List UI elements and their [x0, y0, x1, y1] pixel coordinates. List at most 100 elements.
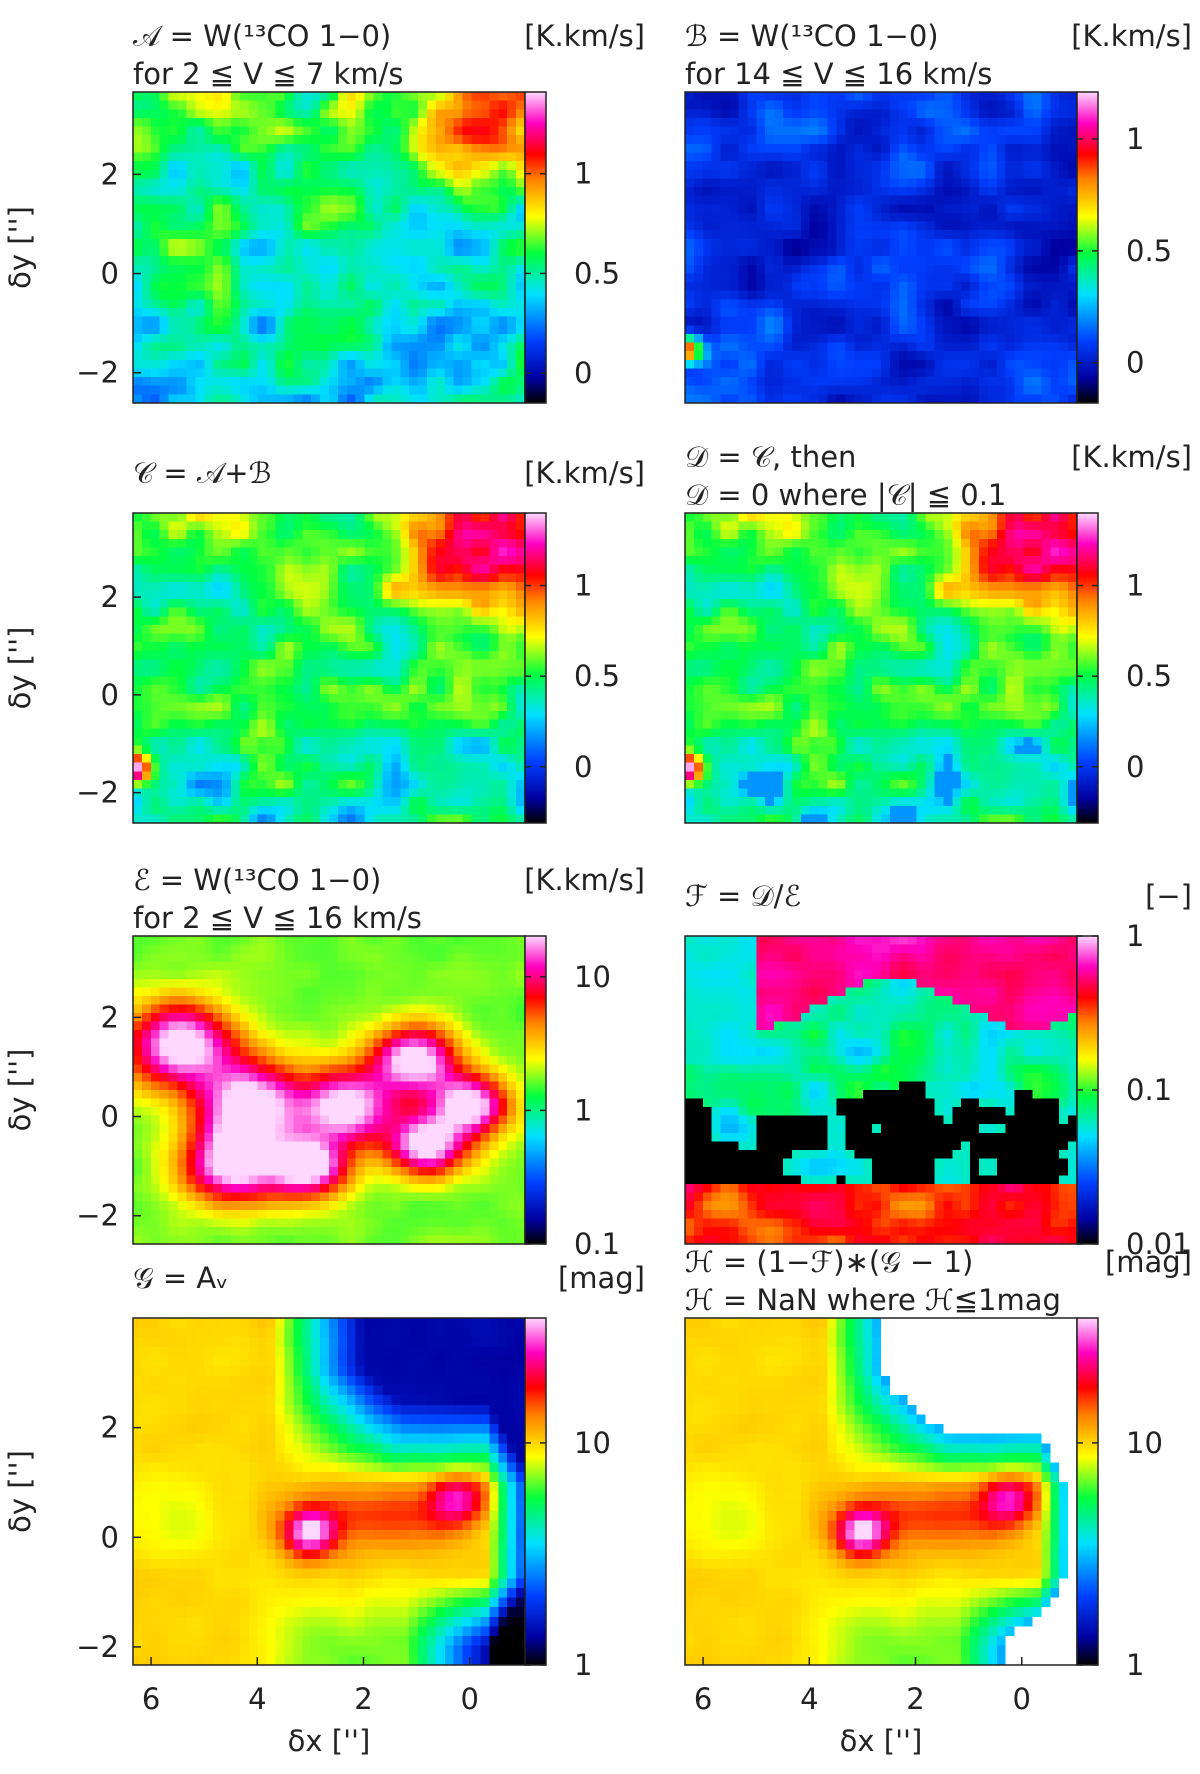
- heatmap-cell: [258, 771, 268, 780]
- heatmap-cell: [284, 565, 294, 574]
- heatmap-cell: [382, 591, 392, 600]
- heatmap-cell: [178, 737, 188, 746]
- heatmap-cell: [169, 161, 179, 170]
- heatmap-cell: [934, 187, 944, 196]
- heatmap-cell: [1006, 204, 1016, 213]
- heatmap-cell: [961, 317, 971, 326]
- heatmap-cell: [454, 771, 464, 780]
- heatmap-cell: [765, 308, 775, 317]
- heatmap-cell: [178, 256, 188, 265]
- heatmap-cell: [160, 565, 170, 574]
- heatmap-cell: [329, 599, 339, 608]
- heatmap-cell: [952, 170, 962, 179]
- heatmap-cell: [472, 668, 482, 677]
- heatmap-cell: [391, 694, 401, 703]
- heatmap-cell: [400, 780, 410, 789]
- heatmap-cell: [1024, 152, 1034, 161]
- heatmap-cell: [498, 351, 508, 360]
- heatmap-cell: [507, 668, 517, 677]
- heatmap-cell: [418, 187, 428, 196]
- heatmap-cell: [1015, 308, 1025, 317]
- heatmap-cell: [1032, 530, 1042, 539]
- heatmap-cell: [961, 360, 971, 369]
- heatmap-cell: [293, 127, 303, 136]
- heatmap-cell: [222, 797, 232, 806]
- heatmap-cell: [863, 273, 873, 282]
- heatmap-cell: [409, 308, 419, 317]
- heatmap-cell: [231, 152, 241, 161]
- heatmap-cell: [284, 265, 294, 274]
- heatmap-cell: [765, 256, 775, 265]
- heatmap-cell: [231, 530, 241, 539]
- heatmap-cell: [685, 265, 695, 274]
- heatmap-cell: [338, 239, 348, 248]
- heatmap-cell: [472, 530, 482, 539]
- heatmap-cell: [489, 118, 499, 127]
- heatmap-cell: [284, 659, 294, 668]
- heatmap-cell: [516, 668, 526, 677]
- heatmap-cell: [756, 299, 766, 308]
- heatmap-cell: [783, 170, 793, 179]
- heatmap-cell: [302, 711, 312, 720]
- heatmap-cell: [204, 256, 214, 265]
- heatmap-cell: [738, 204, 748, 213]
- heatmap-cell: [1068, 343, 1078, 352]
- heatmap-cell: [409, 754, 419, 763]
- heatmap-cell: [1032, 248, 1042, 257]
- heatmap-cell: [516, 204, 526, 213]
- heatmap-cell: [427, 556, 437, 565]
- heatmap-cell: [997, 394, 1007, 403]
- heatmap-cell: [498, 582, 508, 591]
- heatmap-cell: [151, 814, 161, 823]
- heatmap-cell: [810, 135, 820, 144]
- heatmap-cell: [391, 386, 401, 395]
- heatmap-cell: [747, 230, 757, 239]
- heatmap-cell: [338, 591, 348, 600]
- heatmap-cell: [979, 170, 989, 179]
- heatmap-cell: [186, 582, 196, 591]
- heatmap-cell: [881, 144, 891, 153]
- heatmap-cell: [721, 394, 731, 403]
- heatmap-cell: [516, 196, 526, 205]
- heatmap-cell: [436, 556, 446, 565]
- heatmap-cell: [507, 161, 517, 170]
- heatmap-cell: [195, 642, 205, 651]
- heatmap-cell: [480, 797, 490, 806]
- heatmap-cell: [267, 92, 277, 101]
- heatmap-cell: [338, 386, 348, 395]
- heatmap-cell: [391, 222, 401, 231]
- heatmap-cell: [231, 334, 241, 343]
- heatmap-cell: [970, 109, 980, 118]
- heatmap-cell: [943, 265, 953, 274]
- heatmap-cell: [685, 377, 695, 386]
- heatmap-cell: [498, 668, 508, 677]
- heatmap-cell: [418, 625, 428, 634]
- heatmap-cell: [195, 109, 205, 118]
- heatmap-cell: [195, 522, 205, 531]
- heatmap-cell: [240, 170, 250, 179]
- heatmap-cell: [436, 291, 446, 300]
- heatmap-cell: [765, 325, 775, 334]
- heatmap-cell: [810, 92, 820, 101]
- heatmap-cell: [365, 547, 375, 556]
- heatmap-cell: [240, 196, 250, 205]
- heatmap-cell: [222, 728, 232, 737]
- heatmap-cell: [988, 239, 998, 248]
- heatmap-cell: [712, 109, 722, 118]
- heatmap-cell: [276, 513, 286, 522]
- heatmap-cell: [694, 170, 704, 179]
- heatmap-cell: [845, 317, 855, 326]
- heatmap-cell: [463, 101, 473, 110]
- heatmap-cell: [142, 187, 152, 196]
- heatmap-cell: [436, 317, 446, 326]
- heatmap-cell: [970, 351, 980, 360]
- heatmap-cell: [169, 746, 179, 755]
- heatmap-cell: [258, 101, 268, 110]
- heatmap-cell: [498, 547, 508, 556]
- heatmap-cell: [427, 685, 437, 694]
- heatmap-cell: [507, 728, 517, 737]
- heatmap-cell: [186, 386, 196, 395]
- heatmap-cell: [195, 178, 205, 187]
- heatmap-cell: [400, 668, 410, 677]
